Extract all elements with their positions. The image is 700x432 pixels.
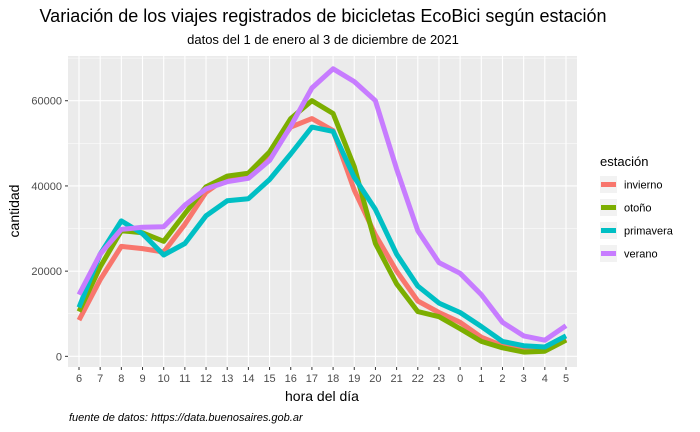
x-tick-label: 1 [478, 373, 484, 385]
x-tick-label: 14 [242, 373, 254, 385]
x-axis-title: hora del día [285, 388, 359, 404]
x-axis-ticks: 6 7 8 9 10 11 12 13 14 15 16 17 18 19 20 21 22 23 0 1 2 3 4 5 [76, 367, 569, 385]
legend-title: estación [600, 154, 648, 169]
chart-subtitle: datos del 1 de enero al 3 de diciembre d… [187, 32, 459, 47]
data-source-caption: fuente de datos: https://data.buenosaire… [69, 412, 304, 424]
x-tick-label: 4 [542, 373, 548, 385]
x-tick-label: 3 [521, 373, 527, 385]
y-tick-label: 0 [56, 351, 62, 363]
x-tick-label: 12 [200, 373, 212, 385]
legend-label: primavera [624, 226, 674, 238]
x-tick-label: 11 [179, 373, 190, 385]
x-tick-label: 0 [457, 373, 463, 385]
x-tick-label: 20 [369, 373, 381, 385]
legend: estación invierno otoño primavera verano [600, 154, 674, 262]
x-tick-label: 17 [306, 373, 318, 385]
legend-label: invierno [624, 180, 663, 192]
x-tick-label: 8 [118, 373, 124, 385]
x-tick-label: 13 [221, 373, 233, 385]
legend-label: otoño [624, 203, 652, 215]
x-tick-label: 2 [499, 373, 505, 385]
x-tick-label: 6 [76, 373, 82, 385]
x-tick-label: 15 [263, 373, 275, 385]
x-tick-label: 22 [412, 373, 424, 385]
series-lines [76, 66, 568, 355]
chart-title: Variación de los viajes registrados de b… [40, 6, 607, 26]
y-tick-label: 60000 [31, 96, 62, 108]
series-line-otoño [76, 98, 568, 355]
series-line-primavera [76, 124, 568, 350]
series-line-verano [76, 66, 568, 343]
x-tick-label: 10 [158, 373, 170, 385]
y-axis-title: cantidad [6, 185, 22, 238]
x-tick-label: 23 [433, 373, 445, 385]
x-tick-label: 21 [390, 373, 402, 385]
x-tick-label: 7 [97, 373, 103, 385]
x-tick-label: 16 [285, 373, 297, 385]
legend-label: verano [624, 249, 658, 261]
y-axis-ticks: 0 20000 40000 60000 [31, 96, 68, 363]
x-tick-label: 19 [348, 373, 360, 385]
x-tick-label: 18 [327, 373, 339, 385]
x-tick-label: 9 [139, 373, 145, 385]
y-tick-label: 40000 [31, 181, 62, 193]
x-tick-label: 5 [563, 373, 569, 385]
y-tick-label: 20000 [31, 266, 62, 278]
